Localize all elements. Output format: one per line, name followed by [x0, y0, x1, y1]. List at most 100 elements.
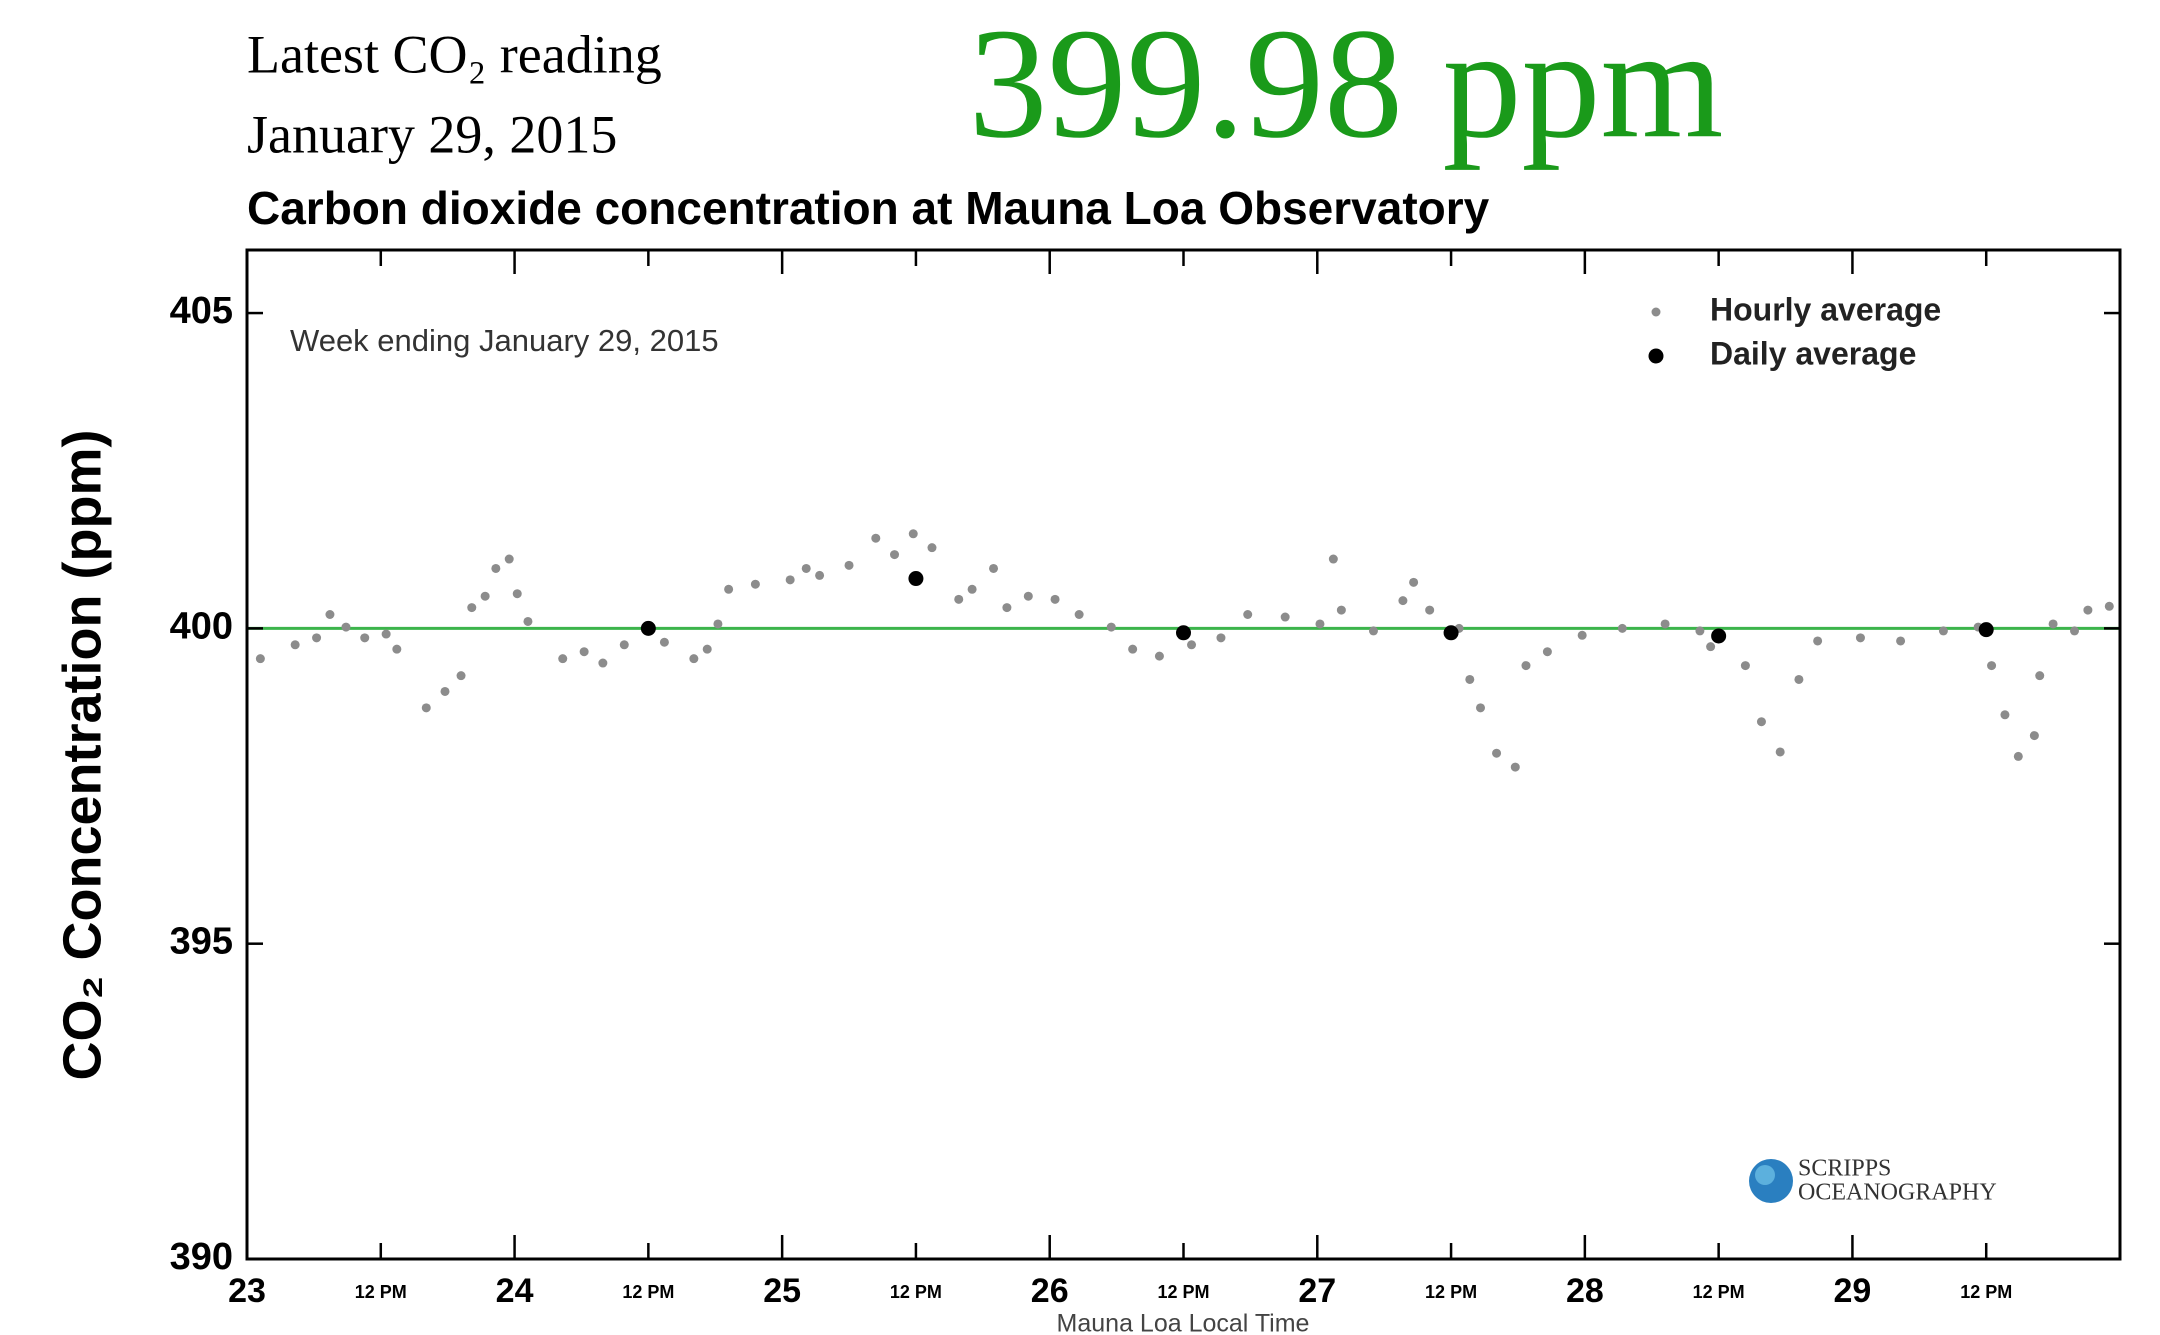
- hourly-point: [421, 703, 431, 713]
- hourly-point: [1328, 554, 1338, 564]
- daily-point: [908, 571, 924, 587]
- hourly-point: [341, 622, 351, 632]
- hourly-point: [440, 686, 450, 696]
- hourly-point: [2013, 751, 2023, 761]
- hourly-point: [1336, 605, 1346, 615]
- hourly-point: [312, 633, 322, 643]
- hourly-point: [2048, 619, 2058, 629]
- hourly-point: [1476, 703, 1486, 713]
- x-tick-label: 12 PM: [1157, 1282, 1209, 1302]
- hourly-point: [1074, 610, 1084, 620]
- y-tick-label: 390: [170, 1236, 233, 1278]
- x-tick-label: 12 PM: [622, 1282, 674, 1302]
- hourly-point: [1813, 636, 1823, 646]
- hourly-point: [1740, 661, 1750, 671]
- hourly-point: [815, 570, 825, 580]
- hourly-point: [1425, 605, 1435, 615]
- hourly-point: [598, 658, 608, 668]
- annotation: Week ending January 29, 2015: [290, 323, 719, 358]
- hourly-point: [512, 589, 522, 599]
- hourly-point: [1050, 594, 1060, 604]
- hourly-point: [579, 647, 589, 657]
- x-axis-label: Mauna Loa Local Time: [1057, 1310, 1310, 1335]
- hourly-point: [290, 640, 300, 650]
- latest-reading: 399.98 ppm: [969, 0, 1724, 171]
- hourly-point: [785, 575, 795, 585]
- hourly-point: [360, 633, 370, 643]
- hourly-point: [467, 603, 477, 613]
- x-tick-label: 12 PM: [1960, 1282, 2012, 1302]
- hourly-point: [2000, 710, 2010, 720]
- hourly-point: [724, 584, 734, 594]
- hourly-point: [659, 637, 669, 647]
- hourly-point: [1187, 640, 1197, 650]
- hourly-point: [1577, 630, 1587, 640]
- logo-text: SCRIPPS: [1798, 1156, 1891, 1182]
- y-tick-label: 405: [170, 290, 233, 332]
- hourly-point: [1409, 577, 1419, 587]
- hourly-point: [2070, 626, 2080, 636]
- daily-point: [1978, 622, 1994, 638]
- daily-point: [1443, 625, 1459, 641]
- y-axis-label: CO₂ Concentration (ppm): [52, 430, 112, 1081]
- hourly-point: [1938, 626, 1948, 636]
- logo-text: OCEANOGRAPHY: [1798, 1180, 1997, 1206]
- hourly-point: [392, 644, 402, 654]
- hourly-point: [1756, 717, 1766, 727]
- x-tick-label: 28: [1566, 1272, 1604, 1310]
- logo: SCRIPPS OCEANOGRAPHY: [1749, 1156, 1997, 1206]
- reading-date: January 29, 2015: [247, 104, 617, 164]
- hourly-point: [1398, 596, 1408, 606]
- hourly-point: [491, 563, 501, 573]
- hourly-point: [1521, 661, 1531, 671]
- x-tick-label: 12 PM: [890, 1282, 942, 1302]
- hourly-point: [523, 616, 533, 626]
- hourly-point: [967, 584, 977, 594]
- x-tick-label: 12 PM: [1693, 1282, 1745, 1302]
- hourly-point: [1002, 603, 1012, 613]
- legend-label: Daily average: [1710, 335, 1916, 371]
- hourly-point: [871, 533, 881, 543]
- hourly-point: [1896, 636, 1906, 646]
- hourly-point: [1855, 633, 1865, 643]
- hourly-point: [1216, 633, 1226, 643]
- daily-point: [1176, 625, 1191, 641]
- x-tick-label: 23: [228, 1272, 266, 1310]
- hourly-point: [1023, 591, 1033, 601]
- legend-marker: [1651, 307, 1661, 317]
- logo-highlight: [1755, 1165, 1775, 1185]
- x-tick-label: 12 PM: [1425, 1282, 1477, 1302]
- hourly-point: [750, 579, 760, 589]
- x-tick-label: 24: [496, 1272, 534, 1310]
- x-tick-label: 29: [1834, 1272, 1872, 1310]
- x-tick-label: 25: [763, 1272, 801, 1310]
- chart-title: Carbon dioxide concentration at Mauna Lo…: [247, 182, 1490, 234]
- hourly-point: [801, 563, 811, 573]
- hourly-point: [1706, 642, 1716, 652]
- y-tick-label: 400: [170, 605, 233, 647]
- hourly-point: [1775, 747, 1785, 757]
- hourly-point: [689, 654, 699, 664]
- hourly-point: [2083, 605, 2093, 615]
- daily-point: [640, 620, 656, 636]
- hourly-point: [1465, 674, 1475, 684]
- hourly-point: [381, 629, 391, 639]
- hourly-point: [1794, 674, 1804, 684]
- hourly-point: [1315, 619, 1325, 629]
- hourly-point: [1280, 612, 1290, 622]
- hourly-point: [2035, 671, 2045, 681]
- plot-frame: [245, 248, 2122, 1261]
- hourly-point: [1660, 619, 1670, 629]
- hourly-point: [325, 610, 335, 620]
- hourly-point: [1617, 623, 1627, 633]
- hourly-point: [1542, 647, 1552, 657]
- hourly-point: [480, 591, 490, 601]
- reading-label: Latest CO₂ reading: [247, 24, 662, 84]
- hourly-point: [1106, 622, 1116, 632]
- hourly-point: [1243, 610, 1253, 620]
- hourly-point: [1128, 644, 1138, 654]
- hourly-point: [1154, 651, 1164, 661]
- hourly-point: [702, 644, 712, 654]
